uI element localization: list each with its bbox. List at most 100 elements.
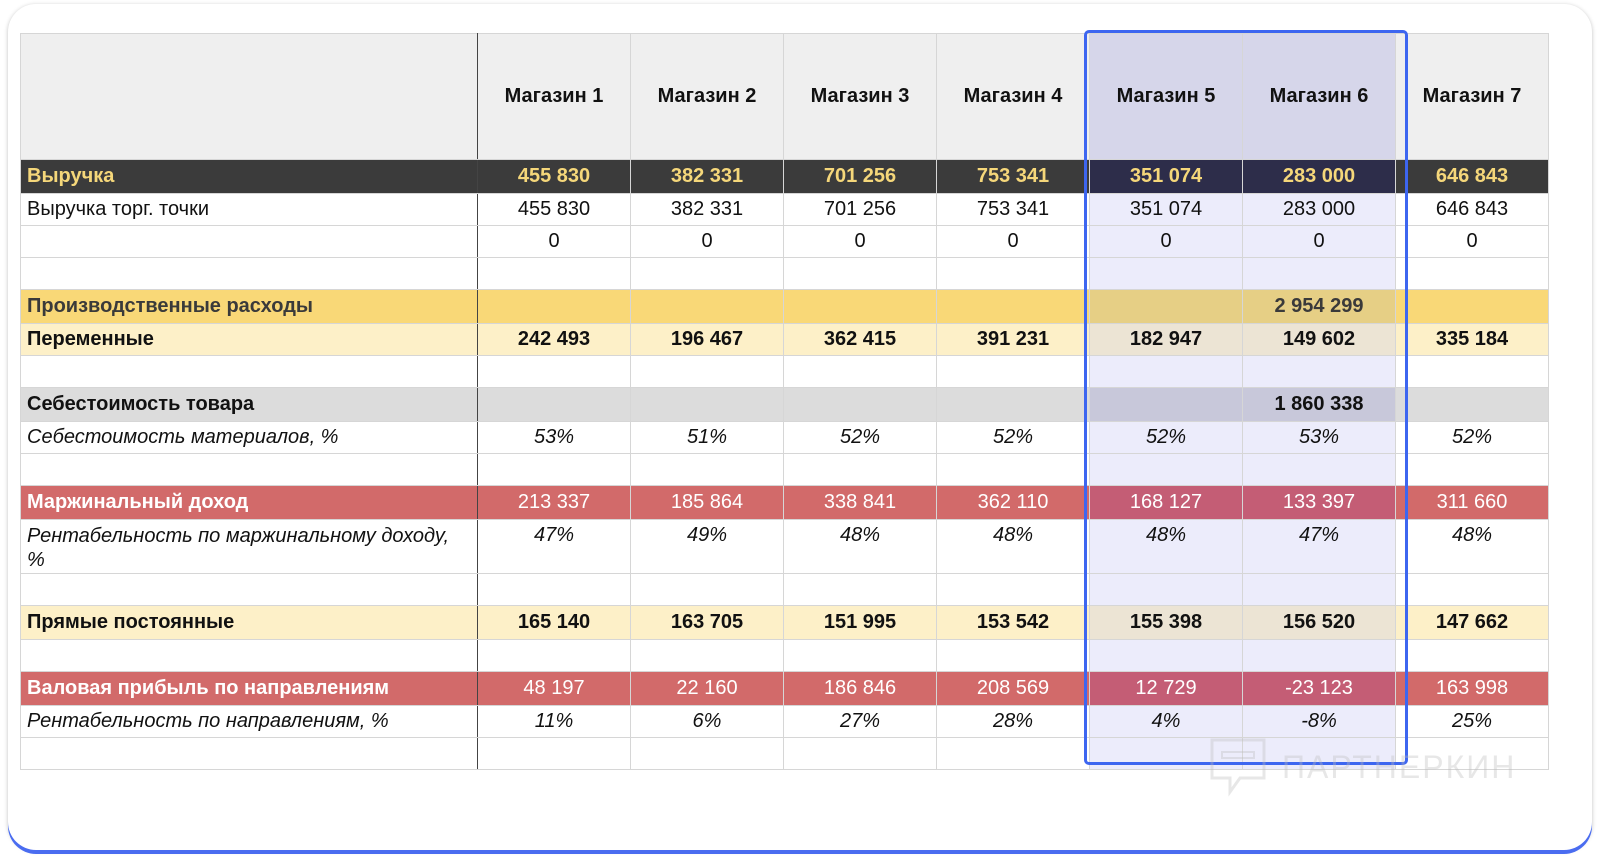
total-cell[interactable] [783, 289, 937, 324]
value-cell[interactable]: 22 160 [630, 671, 784, 706]
total-cell[interactable]: 2 954 299 [1242, 289, 1396, 324]
empty-cell[interactable] [1395, 639, 1549, 672]
empty-cell[interactable] [1395, 355, 1549, 388]
row-label[interactable] [20, 453, 478, 486]
value-cell[interactable]: 646 843 [1395, 159, 1549, 194]
value-cell[interactable]: 25% [1395, 705, 1549, 738]
row-label[interactable]: Себестоимость материалов, % [20, 421, 478, 454]
empty-cell[interactable] [477, 355, 631, 388]
empty-cell[interactable] [783, 453, 937, 486]
value-cell[interactable]: 163 998 [1395, 671, 1549, 706]
value-cell[interactable]: 701 256 [783, 159, 937, 194]
total-cell[interactable] [936, 289, 1090, 324]
value-cell[interactable]: 48% [783, 519, 937, 574]
value-cell[interactable]: 133 397 [1242, 485, 1396, 520]
value-cell[interactable]: 0 [1089, 225, 1243, 258]
row-label[interactable]: Рентабельность по маржинальному доходу, … [20, 519, 478, 574]
total-cell[interactable] [783, 387, 937, 422]
total-cell[interactable] [936, 387, 1090, 422]
value-cell[interactable]: -23 123 [1242, 671, 1396, 706]
value-cell[interactable]: 0 [1395, 225, 1549, 258]
row-label[interactable]: Рентабельность по направлениям, % [20, 705, 478, 738]
row-label[interactable]: Выручка торг. точки [20, 193, 478, 226]
empty-cell[interactable] [936, 573, 1090, 606]
total-cell[interactable]: 1 860 338 [1242, 387, 1396, 422]
empty-cell[interactable] [630, 257, 784, 290]
empty-cell[interactable] [936, 257, 1090, 290]
empty-cell[interactable] [1089, 257, 1243, 290]
empty-cell[interactable] [936, 355, 1090, 388]
value-cell[interactable]: 338 841 [783, 485, 937, 520]
total-cell[interactable] [477, 387, 631, 422]
column-header[interactable]: Магазин 5 [1089, 33, 1243, 160]
empty-cell[interactable] [1395, 257, 1549, 290]
value-cell[interactable]: 701 256 [783, 193, 937, 226]
empty-cell[interactable] [630, 573, 784, 606]
empty-cell[interactable] [477, 573, 631, 606]
empty-cell[interactable] [783, 573, 937, 606]
empty-cell[interactable] [936, 639, 1090, 672]
empty-cell[interactable] [783, 355, 937, 388]
value-cell[interactable]: 28% [936, 705, 1090, 738]
row-label[interactable] [20, 257, 478, 290]
value-cell[interactable]: 156 520 [1242, 605, 1396, 640]
empty-cell[interactable] [630, 639, 784, 672]
empty-cell[interactable] [1395, 573, 1549, 606]
value-cell[interactable]: 48% [936, 519, 1090, 574]
value-cell[interactable]: 53% [477, 421, 631, 454]
empty-cell[interactable] [477, 737, 631, 770]
value-cell[interactable]: 11% [477, 705, 631, 738]
value-cell[interactable]: 213 337 [477, 485, 631, 520]
row-label[interactable]: Прямые постоянные [20, 605, 478, 640]
value-cell[interactable]: 455 830 [477, 159, 631, 194]
value-cell[interactable]: 155 398 [1089, 605, 1243, 640]
column-header[interactable]: Магазин 6 [1242, 33, 1396, 160]
row-label[interactable] [20, 33, 478, 160]
empty-cell[interactable] [1242, 257, 1396, 290]
empty-cell[interactable] [1242, 573, 1396, 606]
column-header[interactable]: Магазин 7 [1395, 33, 1549, 160]
column-header[interactable]: Магазин 3 [783, 33, 937, 160]
value-cell[interactable]: 51% [630, 421, 784, 454]
value-cell[interactable]: 182 947 [1089, 323, 1243, 356]
value-cell[interactable]: 153 542 [936, 605, 1090, 640]
value-cell[interactable]: 52% [783, 421, 937, 454]
value-cell[interactable]: 242 493 [477, 323, 631, 356]
value-cell[interactable]: 163 705 [630, 605, 784, 640]
total-cell[interactable] [477, 289, 631, 324]
empty-cell[interactable] [477, 639, 631, 672]
value-cell[interactable]: 753 341 [936, 159, 1090, 194]
empty-cell[interactable] [783, 737, 937, 770]
value-cell[interactable]: 0 [1242, 225, 1396, 258]
value-cell[interactable]: 185 864 [630, 485, 784, 520]
value-cell[interactable]: 47% [477, 519, 631, 574]
value-cell[interactable]: 4% [1089, 705, 1243, 738]
value-cell[interactable]: 753 341 [936, 193, 1090, 226]
empty-cell[interactable] [1242, 355, 1396, 388]
total-cell[interactable] [630, 289, 784, 324]
total-cell[interactable] [1395, 289, 1549, 324]
value-cell[interactable]: 6% [630, 705, 784, 738]
value-cell[interactable]: 208 569 [936, 671, 1090, 706]
value-cell[interactable]: 391 231 [936, 323, 1090, 356]
value-cell[interactable]: 47% [1242, 519, 1396, 574]
empty-cell[interactable] [936, 453, 1090, 486]
value-cell[interactable]: 27% [783, 705, 937, 738]
total-cell[interactable] [1089, 387, 1243, 422]
value-cell[interactable]: 455 830 [477, 193, 631, 226]
row-label[interactable] [20, 355, 478, 388]
value-cell[interactable]: 0 [936, 225, 1090, 258]
empty-cell[interactable] [630, 737, 784, 770]
row-label[interactable] [20, 737, 478, 770]
empty-cell[interactable] [783, 639, 937, 672]
row-label[interactable]: Производственные расходы [20, 289, 478, 324]
column-header[interactable]: Магазин 4 [936, 33, 1090, 160]
empty-cell[interactable] [1395, 453, 1549, 486]
value-cell[interactable]: 149 602 [1242, 323, 1396, 356]
row-label[interactable]: Переменные [20, 323, 478, 356]
total-cell[interactable] [630, 387, 784, 422]
value-cell[interactable]: 165 140 [477, 605, 631, 640]
value-cell[interactable]: 49% [630, 519, 784, 574]
value-cell[interactable]: 53% [1242, 421, 1396, 454]
value-cell[interactable]: 0 [630, 225, 784, 258]
